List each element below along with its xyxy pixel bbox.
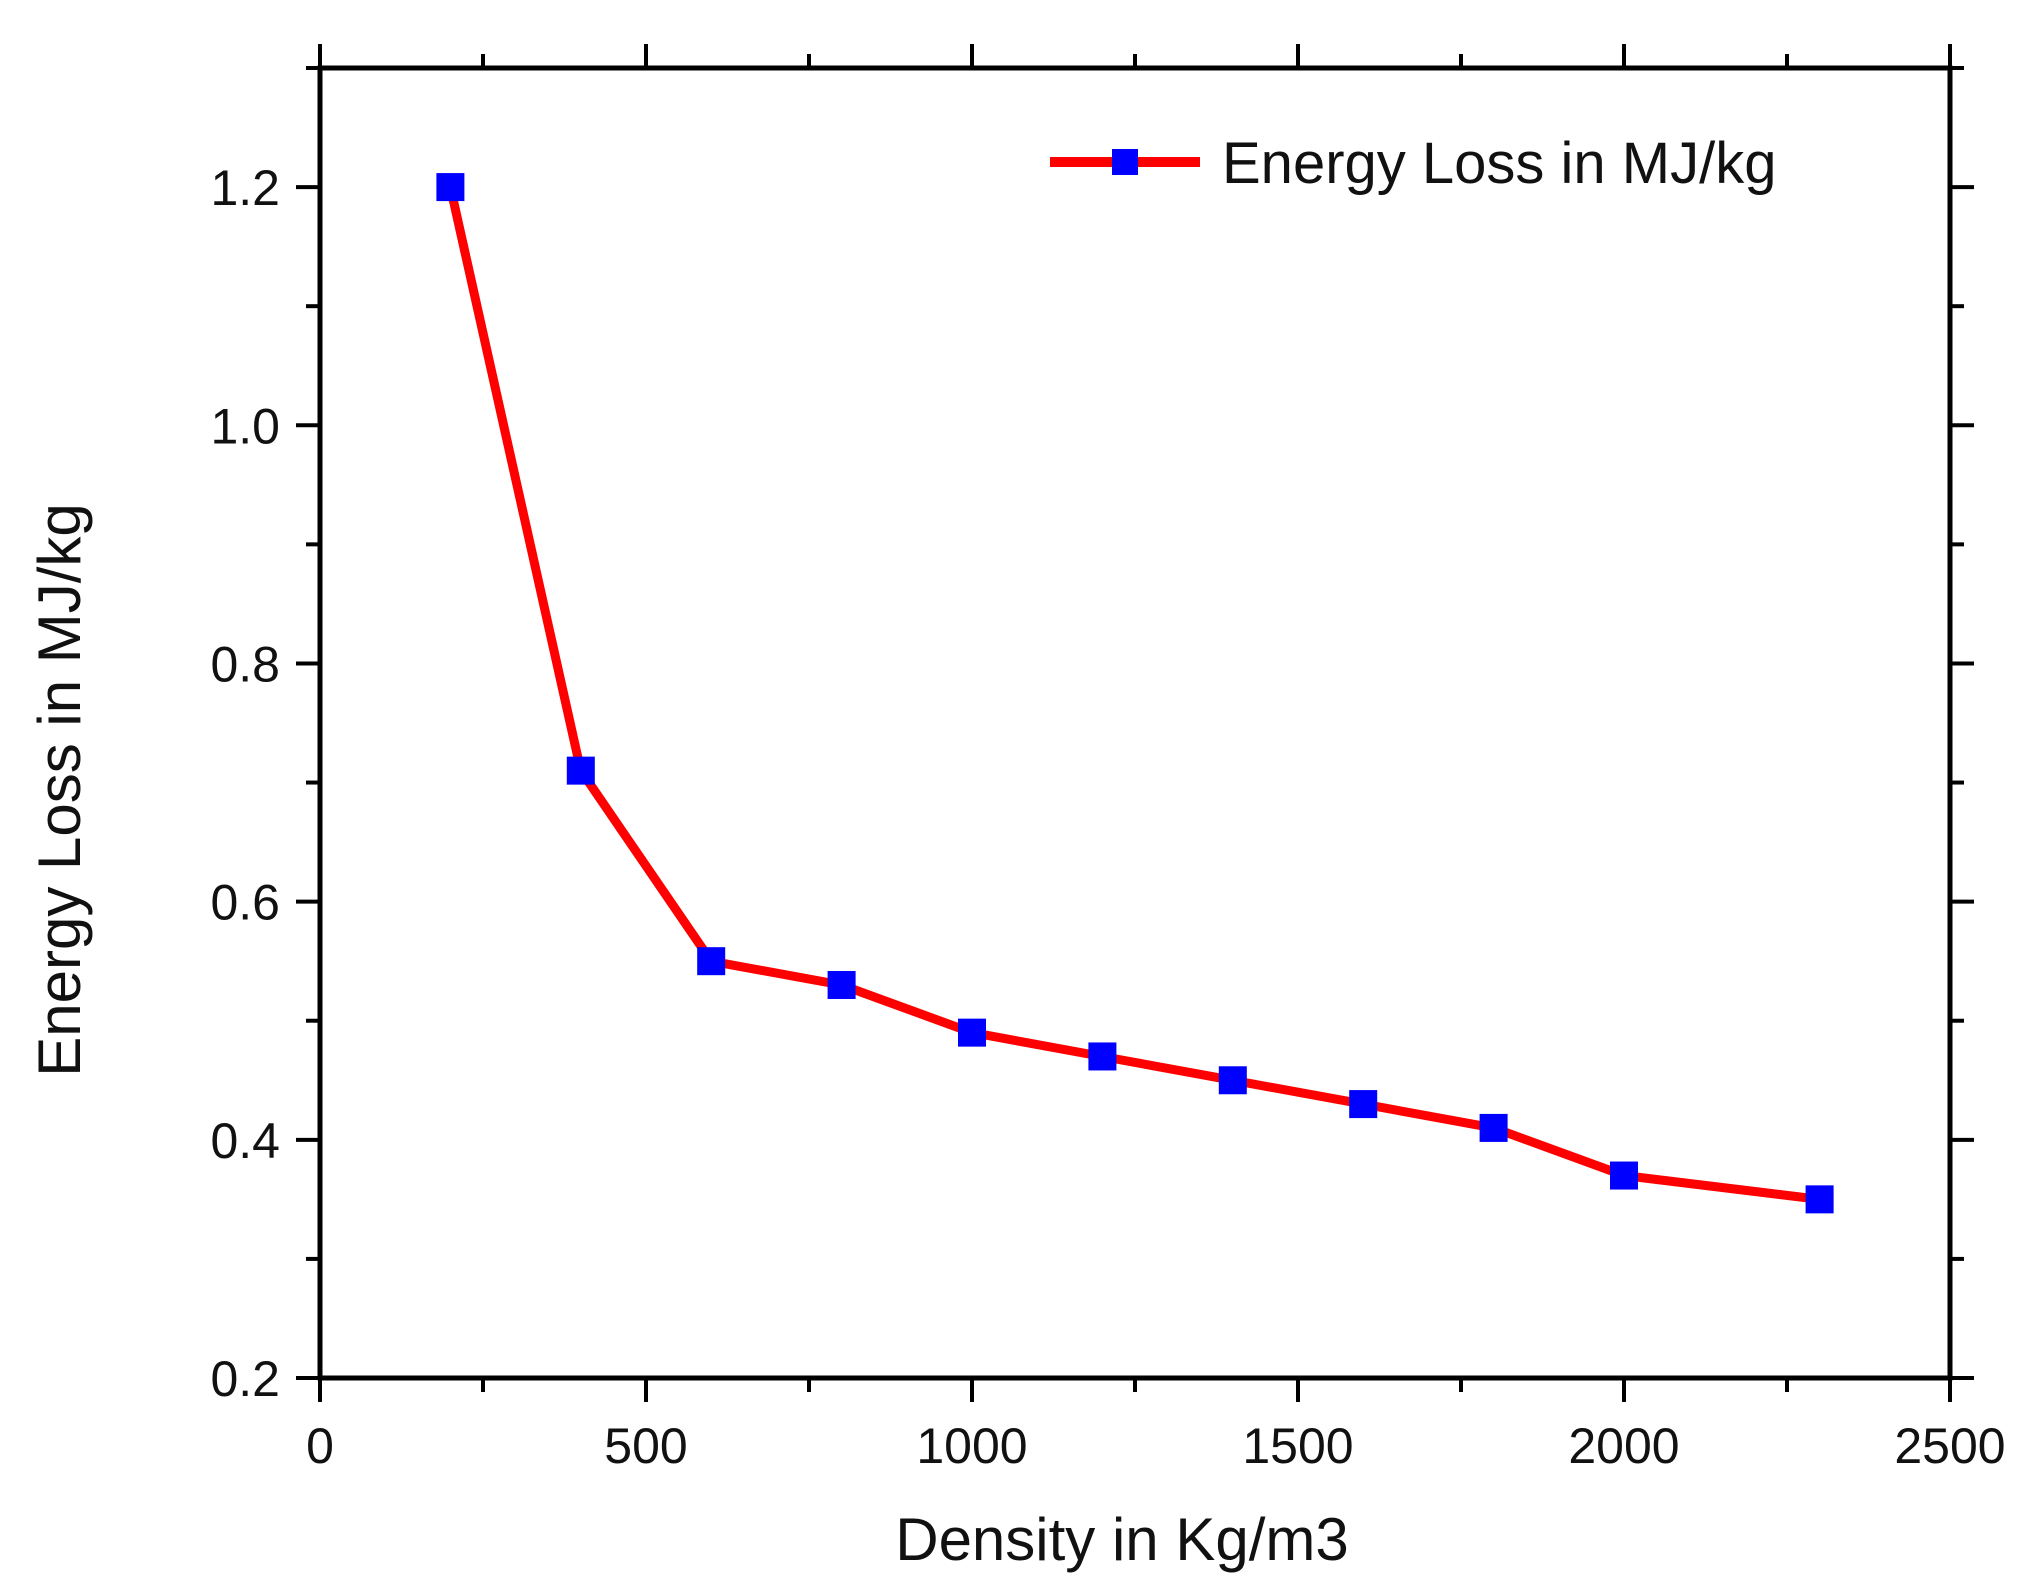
legend-label: Energy Loss in MJ/kg xyxy=(1222,131,1776,196)
y-tick-label: 1.0 xyxy=(210,398,280,454)
data-point xyxy=(1479,1113,1508,1142)
x-tick-label: 0 xyxy=(306,1418,334,1474)
data-point xyxy=(436,173,465,202)
legend-marker-sample xyxy=(1112,149,1138,175)
x-tick-label: 2500 xyxy=(1894,1418,2005,1474)
y-tick-label: 0.6 xyxy=(210,875,280,931)
x-tick-label: 500 xyxy=(604,1418,687,1474)
x-axis-title: Density in Kg/m3 xyxy=(895,1506,1349,1573)
data-point xyxy=(1088,1042,1117,1071)
y-tick-label: 0.8 xyxy=(210,636,280,692)
y-tick-label: 1.2 xyxy=(210,160,280,216)
y-axis-ticks: 0.2 0.4 0.6 0.8 1.0 1.2 xyxy=(210,66,1974,1407)
x-axis-ticks: 0 500 1000 1500 2000 2500 xyxy=(306,44,2006,1474)
x-tick-label: 2000 xyxy=(1568,1418,1679,1474)
x-tick-label: 1500 xyxy=(1242,1418,1353,1474)
data-point xyxy=(958,1018,986,1047)
y-tick-label: 0.2 xyxy=(210,1351,280,1407)
data-point xyxy=(1349,1090,1378,1119)
series-line xyxy=(446,186,1821,1204)
data-point xyxy=(827,971,856,999)
data-point xyxy=(697,947,726,976)
data-point xyxy=(1218,1066,1247,1095)
y-axis-title: Energy Loss in MJ/kg xyxy=(26,503,93,1077)
y-tick-label: 0.4 xyxy=(210,1113,280,1169)
series-points xyxy=(436,173,1834,1214)
series-lines xyxy=(446,186,1821,1204)
data-point xyxy=(1610,1161,1638,1190)
data-point xyxy=(1805,1185,1834,1214)
legend: Energy Loss in MJ/kg xyxy=(1050,131,1776,196)
x-tick-label: 1000 xyxy=(916,1418,1027,1474)
data-point xyxy=(566,756,595,785)
